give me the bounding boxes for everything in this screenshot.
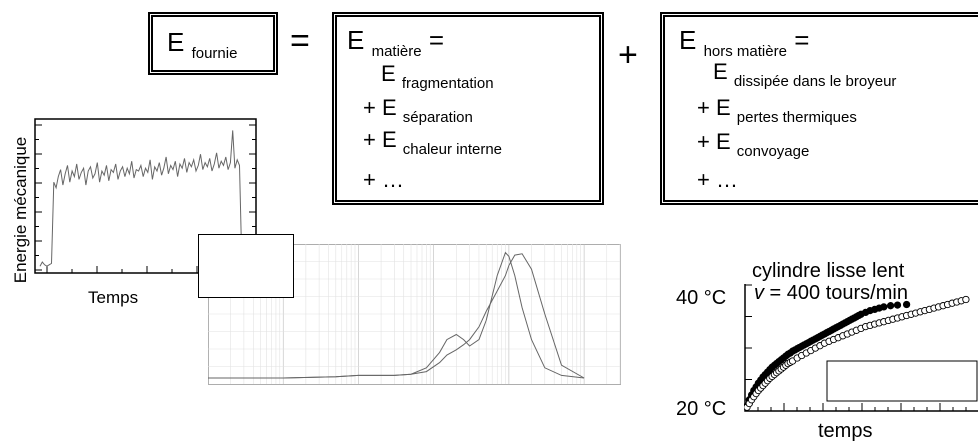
e-hors-matiere-ellipsis: + …: [697, 167, 738, 192]
e-dissipee-term: E dissipée dans le broyeur: [713, 59, 897, 90]
e-matiere-box: E matière = E fragmentation + E séparati…: [332, 12, 604, 205]
e-pertes-thermiques-term: + E pertes thermiques: [697, 95, 857, 126]
e-matiere-heading: E matière =: [347, 25, 445, 60]
zoom-rectangle: [198, 234, 294, 298]
temperature-chart-inset-box: [826, 360, 978, 402]
e-fournie-subscript: fournie: [191, 45, 238, 62]
size-distribution-series-2: [208, 253, 585, 379]
energy-chart-xlabel: Temps: [88, 288, 139, 307]
energy-chart-ylabel: Energie mécanique: [11, 136, 30, 284]
e-fournie-box: E fournie: [148, 12, 278, 75]
e-convoyage-term: + E convoyage: [697, 129, 810, 160]
e-fragmentation-term: E fragmentation: [381, 61, 494, 92]
e-fournie-label: E fournie: [167, 27, 238, 62]
equals-sign: =: [290, 22, 310, 60]
temperature-chart: [744, 284, 978, 412]
size-distribution-frame: [208, 244, 621, 385]
temperature-chart-annotation: v = 400 tours/min: [754, 282, 908, 304]
temperature-chart-ytick-20: 20 °C: [676, 398, 727, 420]
temperature-chart-points: [744, 295, 970, 411]
energy-chart-frame: [34, 118, 257, 274]
energy-chart-series-line: [39, 130, 252, 267]
temperature-chart-xlabel: temps: [818, 420, 873, 442]
temperature-point-filled: [893, 301, 902, 309]
temperature-point-filled: [886, 302, 895, 310]
e-hors-matiere-box: E hors matière = E dissipée dans le broy…: [660, 12, 978, 205]
plus-sign: +: [618, 36, 638, 74]
temperature-chart-title: cylindre lisse lent: [752, 260, 905, 282]
e-matiere-ellipsis: + …: [363, 167, 404, 192]
e-hors-matiere-heading: E hors matière =: [679, 25, 810, 60]
temperature-chart-ytick-40: 40 °C: [676, 287, 727, 309]
temperature-chart-ticks: [744, 284, 967, 412]
e-separation-term: + E séparation: [363, 95, 473, 126]
temperature-point-filled: [902, 300, 911, 309]
e-chaleur-interne-term: + E chaleur interne: [363, 127, 503, 158]
temperature-point-filled: [880, 303, 888, 311]
temperature-point-open: [962, 295, 970, 304]
